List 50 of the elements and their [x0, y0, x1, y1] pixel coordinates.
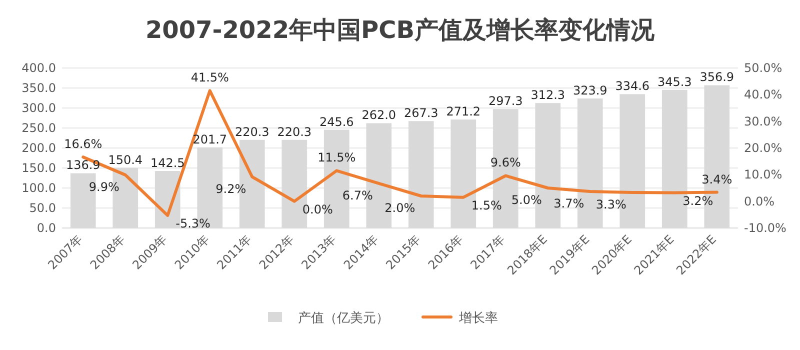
data-label: 11.5%	[318, 150, 356, 165]
y2-tick-label: 40.0%	[744, 88, 782, 102]
data-label: 9.6%	[490, 156, 521, 170]
y-tick-label: 400.0	[22, 61, 56, 75]
y-tick-label: 50.0	[29, 201, 56, 215]
legend-label: 产值（亿美元）	[298, 310, 389, 326]
data-label: 312.3	[530, 88, 566, 102]
data-label: 9.9%	[88, 180, 120, 194]
data-label: 220.3	[234, 124, 270, 139]
data-label: 323.9	[572, 83, 608, 98]
data-label: -5.3%	[176, 216, 210, 230]
data-label: 142.5	[150, 156, 185, 170]
data-label: 345.3	[657, 74, 692, 89]
y-tick-label: 200.0	[22, 141, 56, 155]
y2-tick-label: 10.0%	[744, 168, 782, 182]
data-label: 356.9	[700, 70, 734, 84]
data-label: 1.5%	[471, 198, 502, 212]
data-label: 16.6%	[64, 137, 102, 152]
chart-title: 2007-2022年中国PCB产值及增长率变化情况	[145, 16, 656, 44]
data-label: 262.0	[362, 108, 396, 122]
data-label: 150.4	[108, 152, 143, 167]
legend-label: 增长率	[458, 310, 498, 326]
y-tick-label: 250.0	[22, 121, 56, 135]
data-label: 245.6	[319, 114, 354, 129]
data-label: 3.2%	[682, 194, 714, 208]
data-label: 267.3	[404, 106, 438, 120]
data-label: 6.7%	[342, 188, 373, 202]
data-label: 0.0%	[302, 202, 333, 216]
data-label: 41.5%	[190, 70, 229, 85]
y2-tick-label: 30.0%	[744, 114, 782, 128]
y2-tick-label: 0.0%	[744, 194, 774, 208]
data-label: 3.4%	[702, 172, 732, 186]
data-label: 5.0%	[511, 193, 542, 207]
data-label: 3.3%	[596, 198, 626, 212]
y2-tick-label: 50.0%	[744, 61, 782, 75]
data-label: 3.7%	[554, 196, 584, 210]
data-label: 9.2%	[216, 182, 246, 196]
y-tick-label: 150.0	[22, 161, 56, 175]
y-tick-label: 300.0	[22, 101, 56, 115]
y-tick-label: 100.0	[22, 181, 56, 195]
data-label: 136.9	[66, 158, 100, 172]
y-tick-label: 350.0	[22, 81, 56, 95]
y-tick-label: 0.0	[36, 221, 56, 235]
data-label: 271.2	[446, 104, 481, 119]
data-label: 297.3	[488, 94, 523, 108]
data-label: 220.3	[277, 124, 312, 139]
data-label: 2.0%	[384, 201, 416, 215]
data-label: 334.6	[615, 79, 650, 94]
y2-tick-label: 20.0%	[744, 141, 782, 155]
y2-tick-label: -10.0%	[744, 221, 786, 235]
